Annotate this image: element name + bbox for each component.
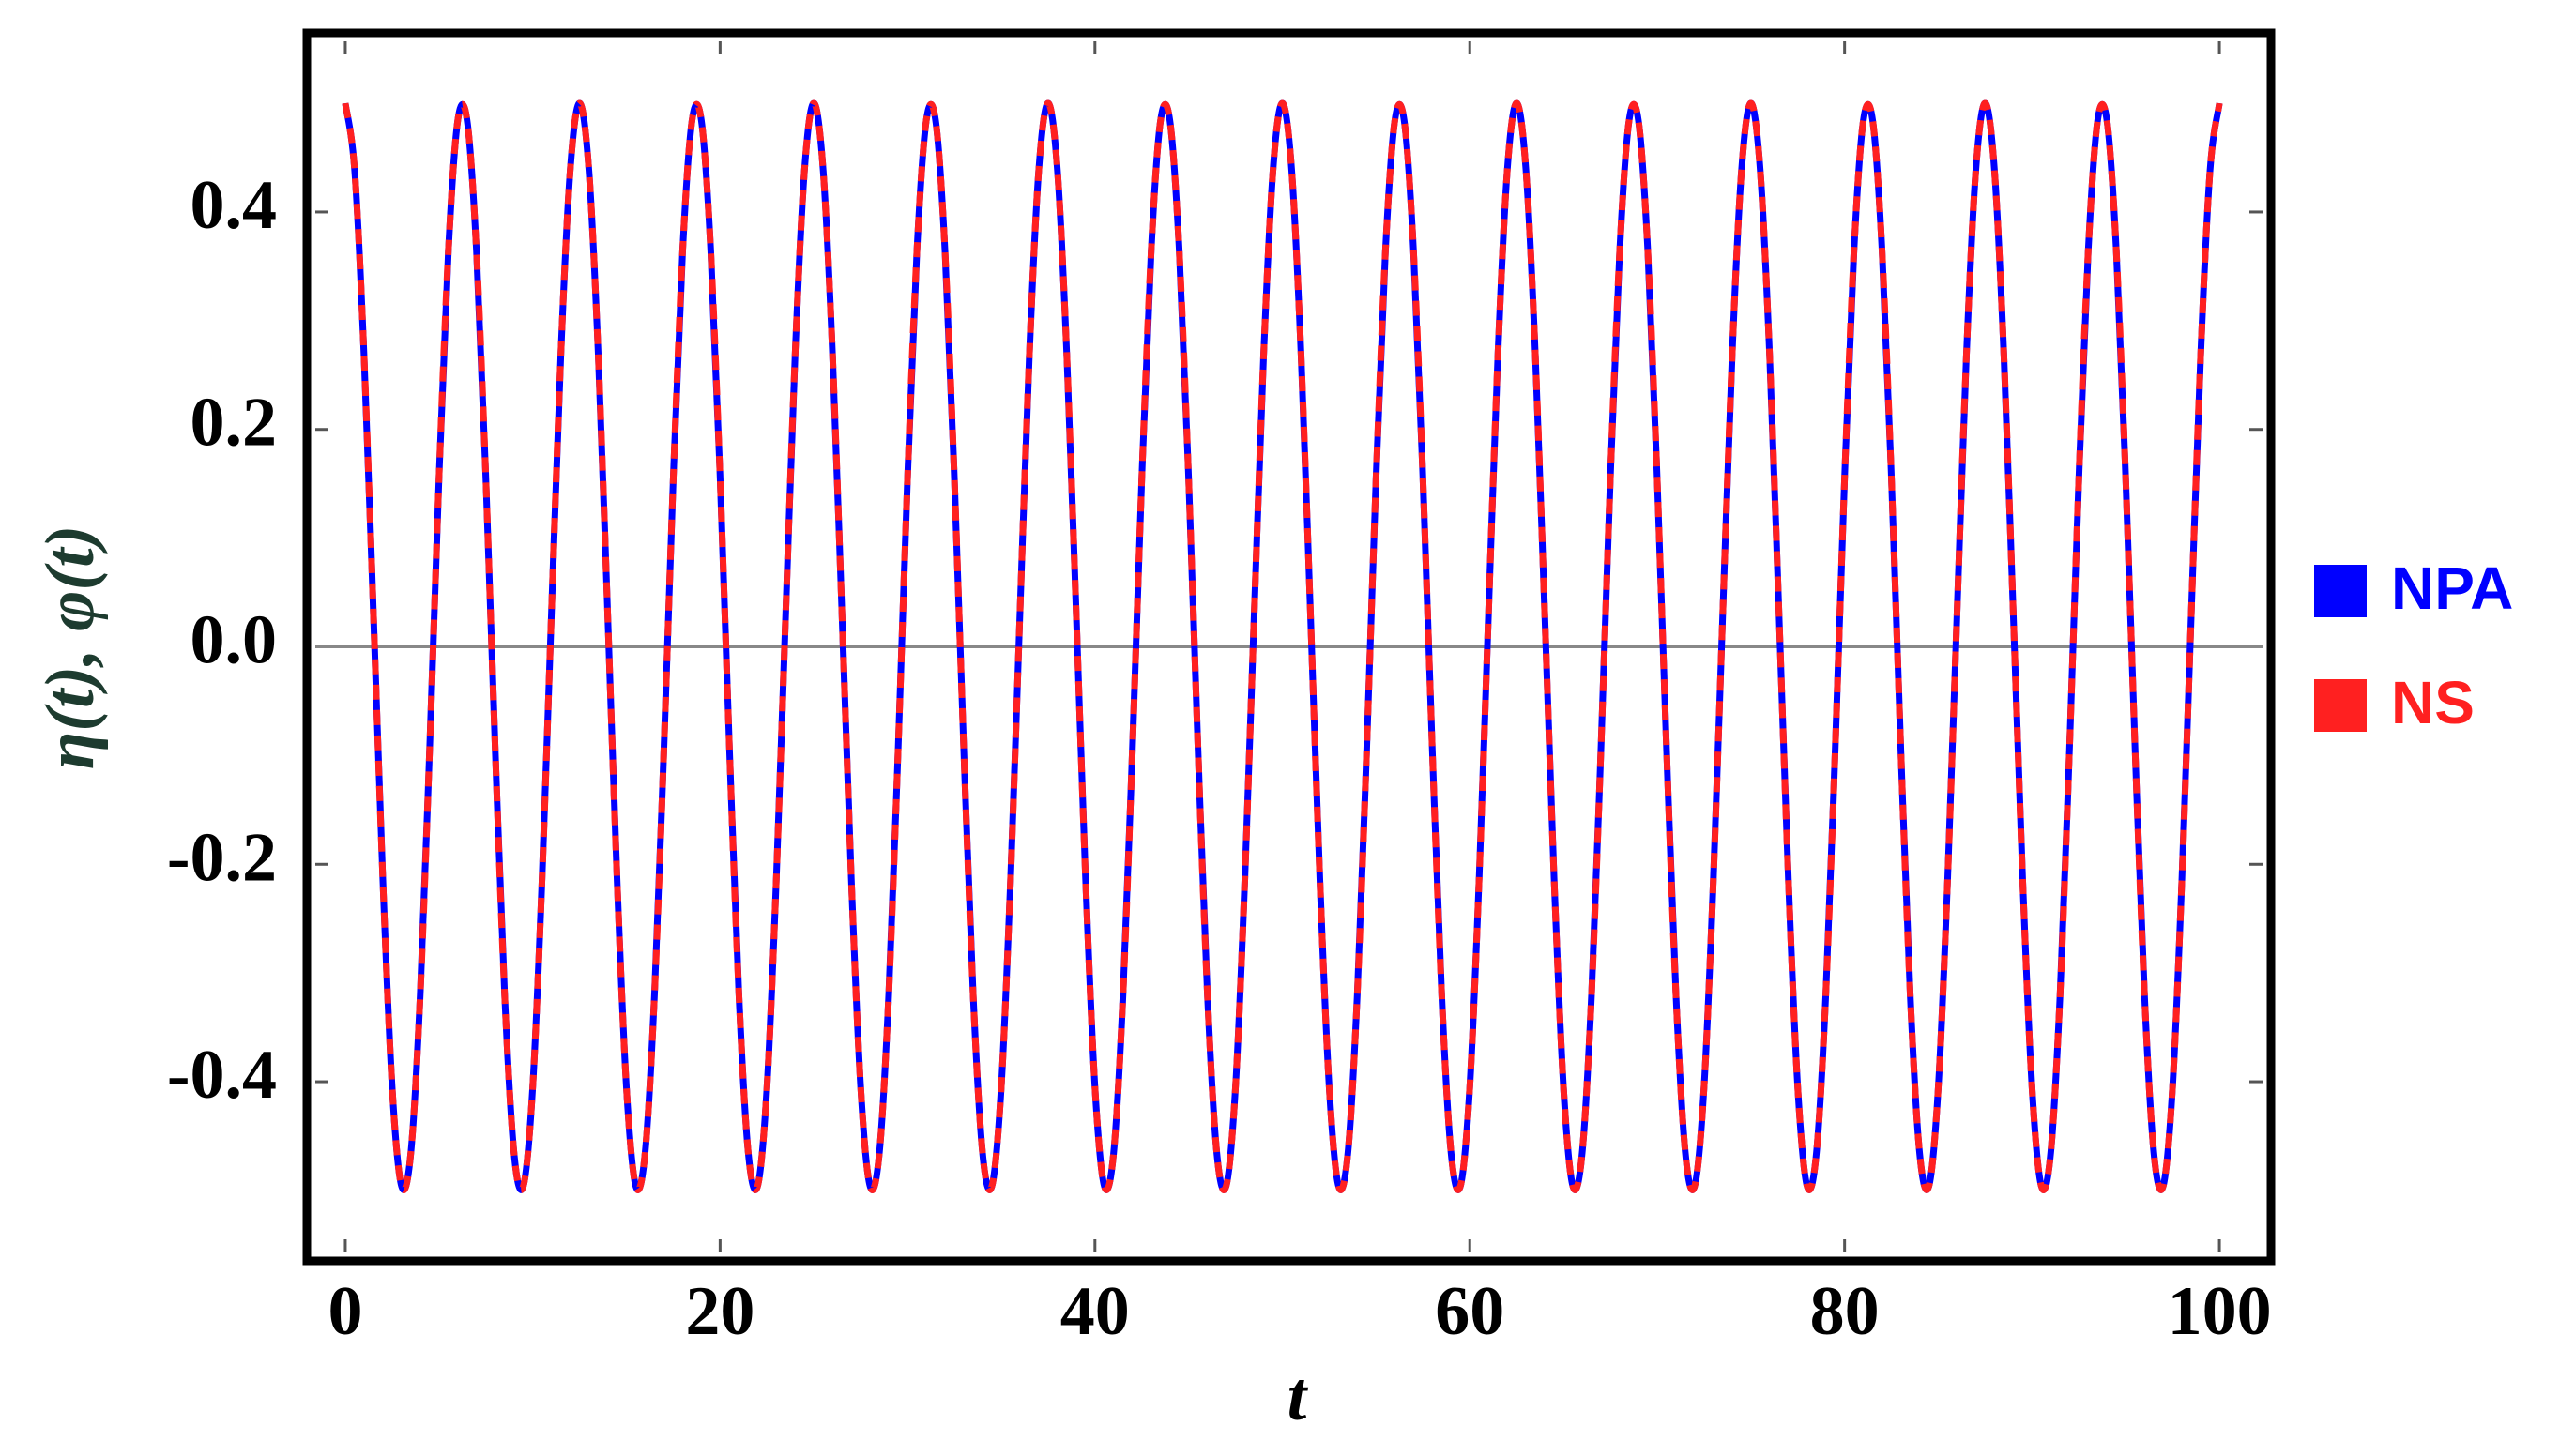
x-tick-label: 20 <box>685 1273 754 1350</box>
y-axis-label: η(t), φ(t) <box>32 525 109 770</box>
x-tick-label: 60 <box>1435 1273 1504 1350</box>
x-tick-label: 0 <box>328 1273 362 1350</box>
legend-label: NS <box>2391 669 2475 736</box>
legend-label: NPA <box>2391 554 2513 622</box>
legend-swatch <box>2314 679 2367 732</box>
plot-frame <box>302 28 2276 1266</box>
y-tick-label: 0.4 <box>190 167 278 244</box>
x-axis-label: t <box>1288 1358 1309 1435</box>
x-tick-label: 40 <box>1060 1273 1130 1350</box>
y-tick-label: -0.4 <box>167 1037 277 1114</box>
x-tick-label: 100 <box>2168 1273 2272 1350</box>
y-tick-label: 0.0 <box>190 601 278 678</box>
y-tick-label: -0.2 <box>167 819 277 896</box>
series-line <box>342 99 2223 1193</box>
x-tick-label: 80 <box>1810 1273 1880 1350</box>
y-tick-label: 0.2 <box>190 385 278 462</box>
legend-swatch <box>2314 565 2367 617</box>
